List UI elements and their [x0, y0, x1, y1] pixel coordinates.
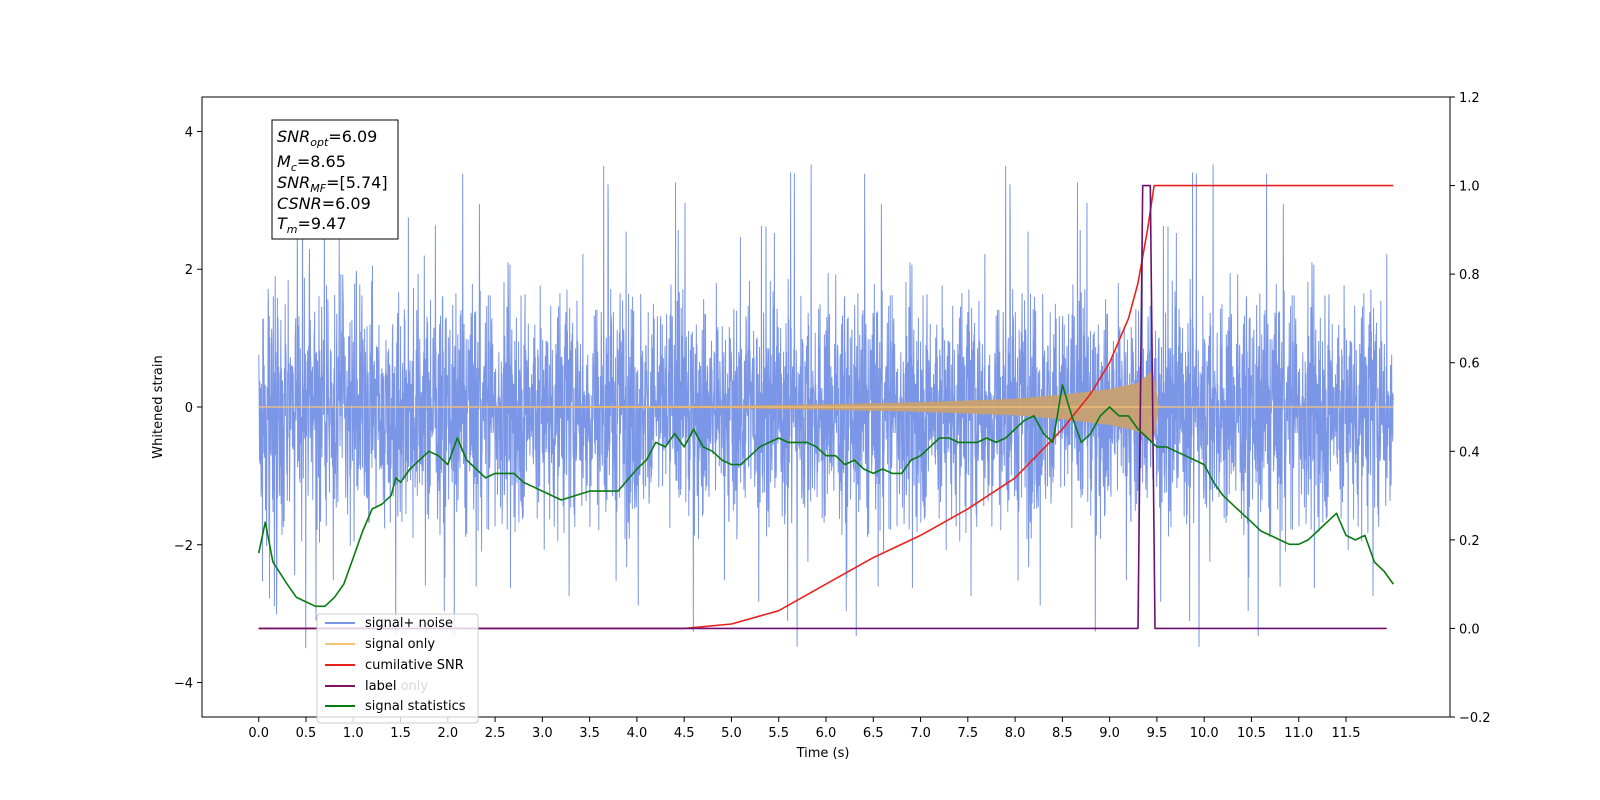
- y-left-tick-label: 0: [185, 401, 193, 416]
- y-right-tick-label: 0.4: [1459, 445, 1480, 460]
- signal-plus-noise-series: [258, 164, 1394, 649]
- legend-label: signal statistics: [365, 699, 466, 714]
- annotation-box: SNRopt=6.09 Mc=8.65 SNRMF=[5.74] CSNR=6.…: [271, 119, 399, 240]
- legend: signal+ noise signal only cumilative SNR la…: [316, 613, 479, 724]
- x-tick-label: 7.0: [910, 726, 931, 741]
- signal-plus-noise-line: [258, 164, 1394, 649]
- x-axis-label: Time (s): [796, 746, 850, 761]
- x-tick-label: 8.0: [1005, 726, 1026, 741]
- y-left-tick-label: −2: [174, 539, 193, 554]
- y-right-tick-label: 1.2: [1459, 91, 1480, 106]
- legend-entry-signal-plus-noise: signal+ noise: [325, 616, 453, 631]
- x-tick-label: 11.5: [1332, 726, 1361, 741]
- x-tick-label: 11.0: [1284, 726, 1313, 741]
- y-right-tick-label: 0.0: [1459, 622, 1480, 637]
- x-tick-label: 5.0: [721, 726, 742, 741]
- right-y-axis: −0.2 0.0 0.2 0.4 0.6 0.8 1.0 1.2: [1450, 91, 1491, 726]
- y-left-tick-label: 2: [185, 263, 193, 278]
- legend-label: label only: [365, 679, 428, 694]
- signal-only-series: [258, 371, 1394, 443]
- x-tick-label: 6.5: [863, 726, 884, 741]
- label-line: [258, 184, 1387, 630]
- legend-label: cumilative SNR: [365, 658, 464, 673]
- annotation-csnr: CSNR=6.09: [277, 194, 371, 213]
- x-tick-label: 2.5: [485, 726, 506, 741]
- right-axis-series: [257, 184, 1394, 630]
- y-right-tick-label: 1.0: [1459, 180, 1480, 195]
- left-y-axis: −4 −2 0 2 4: [174, 125, 202, 692]
- x-tick-label: 2.0: [437, 726, 458, 741]
- x-tick-label: 1.5: [390, 726, 411, 741]
- annotation-frame: [271, 119, 399, 240]
- signal-statistics-line: [257, 384, 1394, 608]
- x-tick-label: 3.0: [532, 726, 553, 741]
- y-right-tick-label: 0.2: [1459, 534, 1480, 549]
- annotation-snr-opt: SNRopt=6.09: [277, 127, 377, 149]
- x-tick-label: 10.0: [1190, 726, 1219, 741]
- x-tick-label: 10.5: [1237, 726, 1266, 741]
- x-tick-label: 0.0: [248, 726, 269, 741]
- legend-entry-label: label: [325, 679, 396, 694]
- y-right-tick-label: 0.8: [1459, 268, 1480, 283]
- y-axis-label: Whitened strain: [151, 355, 166, 458]
- legend-label: signal+ noise: [365, 616, 453, 631]
- x-tick-label: 4.0: [627, 726, 648, 741]
- legend-label: signal only: [365, 637, 435, 652]
- legend-entry-cumilative-snr: cumilative SNR: [325, 658, 464, 673]
- y-right-tick-label: 0.6: [1459, 357, 1480, 372]
- y-left-tick-label: −4: [174, 677, 193, 692]
- legend-entry-label-only: label only: [325, 679, 428, 694]
- y-right-tick-label: −0.2: [1459, 711, 1491, 726]
- legend-entry-signal-statistics: signal statistics: [325, 699, 466, 714]
- annotation-merger-time: Tm=9.47: [277, 214, 347, 236]
- x-tick-label: 8.5: [1052, 726, 1073, 741]
- x-tick-label: 3.5: [579, 726, 600, 741]
- x-tick-label: 0.5: [296, 726, 317, 741]
- x-tick-label: 7.5: [957, 726, 978, 741]
- y-left-tick-label: 4: [185, 125, 193, 140]
- legend-entry-signal-only: signal only: [325, 637, 435, 652]
- x-tick-label: 9.5: [1147, 726, 1168, 741]
- annotation-snr-mf: SNRMF=[5.74]: [277, 173, 388, 195]
- x-tick-label: 4.5: [674, 726, 695, 741]
- legend-frame: [316, 613, 479, 724]
- x-tick-label: 1.0: [343, 726, 364, 741]
- x-tick-label: 6.0: [816, 726, 837, 741]
- x-tick-label: 9.0: [1099, 726, 1120, 741]
- legend-label: label: [365, 679, 396, 694]
- x-tick-label: 5.5: [768, 726, 789, 741]
- x-axis: 0.0 0.5 1.0 1.5 2.0 2.5 3.0 3.5 4.0 4.5 5.0 5.5 6.0 6…: [248, 717, 1360, 741]
- annotation-chirp-mass: Mc=8.65: [277, 152, 346, 174]
